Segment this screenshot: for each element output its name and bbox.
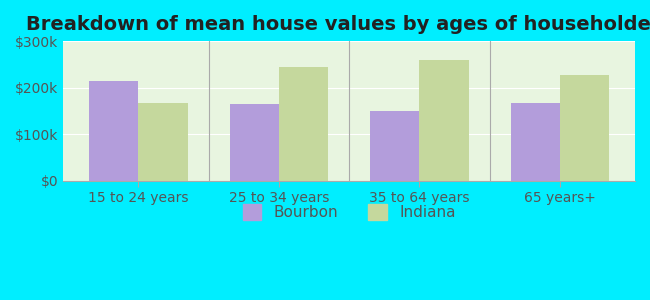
Bar	[560, 75, 609, 181]
Bar	[279, 67, 328, 181]
Bar	[138, 103, 188, 181]
Title: Breakdown of mean house values by ages of householders: Breakdown of mean house values by ages o…	[26, 15, 650, 34]
Bar	[419, 60, 469, 181]
Bar	[511, 103, 560, 181]
Bar	[370, 111, 419, 181]
Bar	[89, 81, 138, 181]
Legend: Bourbon, Indiana: Bourbon, Indiana	[237, 198, 462, 226]
Bar	[229, 104, 279, 181]
